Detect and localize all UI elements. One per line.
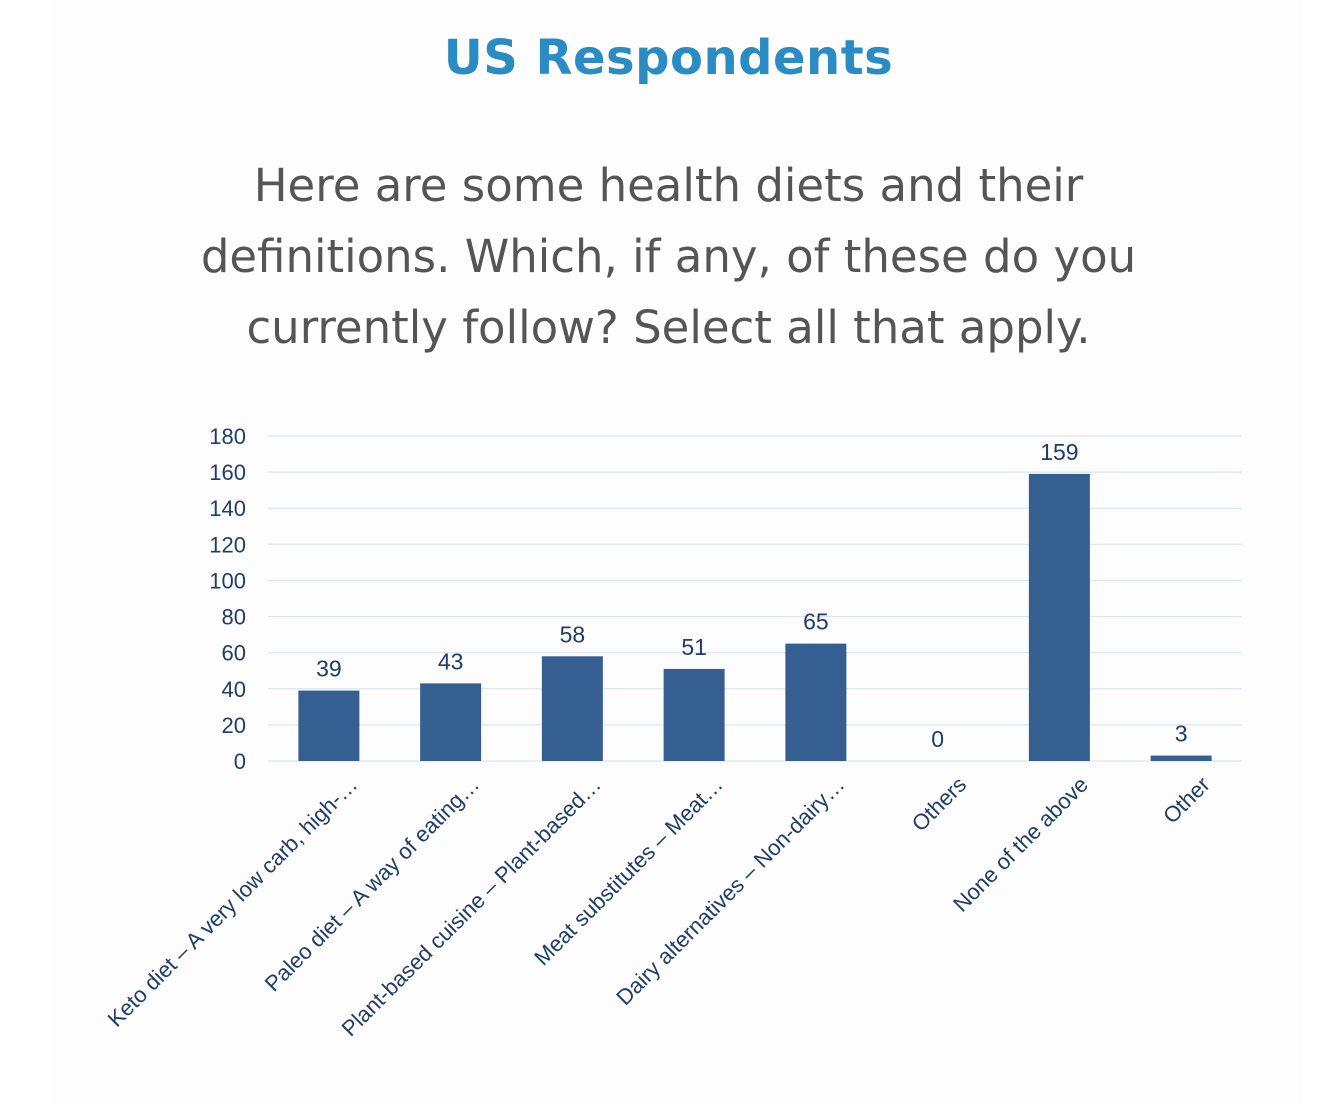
x-tick-label: Dairy alternatives – Non-dairy… — [611, 772, 849, 1010]
x-tick-label: Paleo diet – A way of eating… — [260, 772, 484, 996]
x-axis: Keto diet – A very low carb, high-…Paleo… — [103, 772, 1215, 1041]
data-label: 3 — [1175, 721, 1188, 747]
x-tick-label: Plant-based cuisine – Plant-based… — [337, 772, 606, 1041]
data-label: 43 — [438, 648, 464, 674]
bar — [298, 690, 360, 761]
y-tick-label: 40 — [222, 677, 246, 702]
gridlines — [268, 435, 1242, 762]
bars — [298, 473, 1212, 761]
data-label: 39 — [316, 656, 342, 682]
data-label: 65 — [803, 609, 829, 635]
y-tick-label: 80 — [222, 605, 246, 630]
y-tick-label: 160 — [209, 460, 246, 485]
data-label: 159 — [1040, 439, 1078, 465]
y-axis: 0 20 40 60 80 100 120 140 160 180 — [209, 424, 246, 774]
bar — [1150, 755, 1212, 761]
y-tick-label: 180 — [209, 424, 246, 449]
chart-card — [52, 0, 1302, 1104]
bar — [663, 668, 725, 761]
x-tick-label: None of the above — [948, 772, 1093, 917]
bar — [1028, 473, 1090, 761]
y-tick-label: 120 — [209, 532, 246, 557]
data-label: 51 — [681, 634, 707, 660]
x-tick-label: Others — [907, 772, 971, 836]
y-tick-label: 0 — [234, 749, 246, 774]
bar — [420, 683, 482, 761]
data-label: 58 — [560, 621, 586, 647]
x-tick-label: Keto diet – A very low carb, high-… — [103, 772, 363, 1032]
bar — [541, 656, 603, 761]
bar — [785, 643, 847, 761]
x-tick-label: Other — [1158, 772, 1215, 829]
data-labels: 39 43 58 51 65 0 159 3 — [316, 439, 1187, 752]
y-tick-label: 140 — [209, 496, 246, 521]
y-tick-label: 20 — [222, 713, 246, 738]
y-tick-label: 60 — [222, 641, 246, 666]
survey-question: Here are some health diets and their def… — [200, 159, 1137, 354]
data-label: 0 — [931, 726, 944, 752]
y-tick-label: 100 — [209, 568, 246, 593]
page-title: US Respondents — [443, 30, 894, 86]
